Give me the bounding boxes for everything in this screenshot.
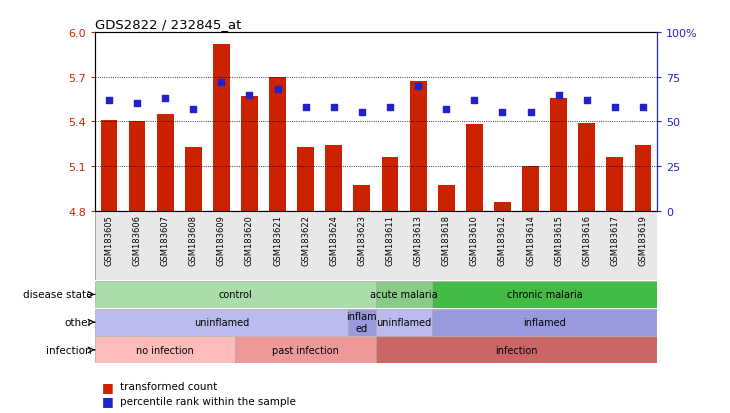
Text: ■: ■	[102, 394, 114, 407]
Text: percentile rank within the sample: percentile rank within the sample	[120, 396, 296, 406]
Point	[440, 106, 452, 113]
Bar	[550, 98, 567, 211]
Text: GSM183622: GSM183622	[301, 214, 310, 265]
Text: control: control	[218, 290, 253, 300]
Point	[131, 101, 143, 107]
Text: GSM183609: GSM183609	[217, 214, 226, 265]
Text: GSM183615: GSM183615	[554, 214, 563, 265]
Bar	[382, 158, 399, 211]
Text: GDS2822 / 232845_at: GDS2822 / 232845_at	[95, 17, 242, 31]
Text: GSM183618: GSM183618	[442, 214, 450, 266]
Point	[553, 92, 564, 99]
Bar	[634, 146, 651, 211]
Text: GSM183605: GSM183605	[104, 214, 113, 265]
Bar	[101, 121, 118, 211]
Point	[356, 110, 368, 116]
Text: GSM183616: GSM183616	[583, 214, 591, 266]
Point	[328, 104, 339, 111]
Bar	[376, 337, 657, 363]
Point	[103, 97, 115, 104]
Text: no infection: no infection	[137, 345, 194, 355]
Text: GSM183620: GSM183620	[245, 214, 254, 265]
Text: GSM183606: GSM183606	[133, 214, 142, 266]
Bar	[236, 337, 376, 363]
Point	[469, 97, 480, 104]
Text: GSM183617: GSM183617	[610, 214, 619, 266]
Text: GSM183612: GSM183612	[498, 214, 507, 265]
Bar	[607, 158, 623, 211]
Text: GSM183610: GSM183610	[470, 214, 479, 265]
Point	[300, 104, 312, 111]
Text: GSM183614: GSM183614	[526, 214, 535, 265]
Point	[581, 97, 593, 104]
Text: ■: ■	[102, 380, 114, 393]
Text: past infection: past infection	[272, 345, 339, 355]
Text: inflam
ed: inflam ed	[347, 311, 377, 333]
Text: infection: infection	[495, 345, 538, 355]
Bar	[213, 45, 230, 211]
Point	[637, 104, 649, 111]
Point	[188, 106, 199, 113]
Bar	[326, 146, 342, 211]
Point	[215, 80, 227, 86]
Bar	[95, 281, 376, 308]
Text: acute malaria: acute malaria	[370, 290, 438, 300]
Point	[384, 104, 396, 111]
Bar	[185, 147, 201, 211]
Point	[525, 110, 537, 116]
Bar	[348, 309, 376, 336]
Text: infection: infection	[47, 345, 92, 355]
Bar	[410, 82, 426, 211]
Point	[159, 95, 171, 102]
Bar	[95, 337, 236, 363]
Bar	[432, 309, 657, 336]
Text: transformed count: transformed count	[120, 381, 218, 391]
Point	[609, 104, 620, 111]
Text: inflamed: inflamed	[523, 317, 566, 328]
Bar	[95, 309, 348, 336]
Point	[496, 110, 508, 116]
Text: GSM183623: GSM183623	[358, 214, 366, 266]
Bar	[353, 186, 370, 211]
Point	[412, 83, 424, 90]
Bar	[128, 122, 145, 211]
Bar	[466, 125, 483, 211]
Text: other: other	[64, 317, 92, 328]
Text: GSM183619: GSM183619	[639, 214, 648, 265]
Bar	[269, 78, 286, 211]
Point	[272, 87, 283, 93]
Text: GSM183607: GSM183607	[161, 214, 169, 266]
Bar	[578, 123, 595, 211]
Text: uninflamed: uninflamed	[377, 317, 431, 328]
Text: GSM183621: GSM183621	[273, 214, 282, 265]
Text: uninflamed: uninflamed	[193, 317, 249, 328]
Text: GSM183613: GSM183613	[414, 214, 423, 266]
Text: chronic malaria: chronic malaria	[507, 290, 583, 300]
Bar	[241, 97, 258, 211]
Bar	[157, 115, 174, 211]
Bar	[376, 309, 432, 336]
Bar	[432, 281, 657, 308]
Bar	[522, 166, 539, 211]
Text: GSM183624: GSM183624	[329, 214, 338, 265]
Point	[244, 92, 256, 99]
Text: disease state: disease state	[23, 290, 92, 300]
Text: GSM183608: GSM183608	[189, 214, 198, 266]
Bar	[297, 147, 314, 211]
Text: GSM183611: GSM183611	[385, 214, 394, 265]
Bar	[376, 281, 432, 308]
Bar	[494, 202, 511, 211]
Bar	[438, 186, 455, 211]
